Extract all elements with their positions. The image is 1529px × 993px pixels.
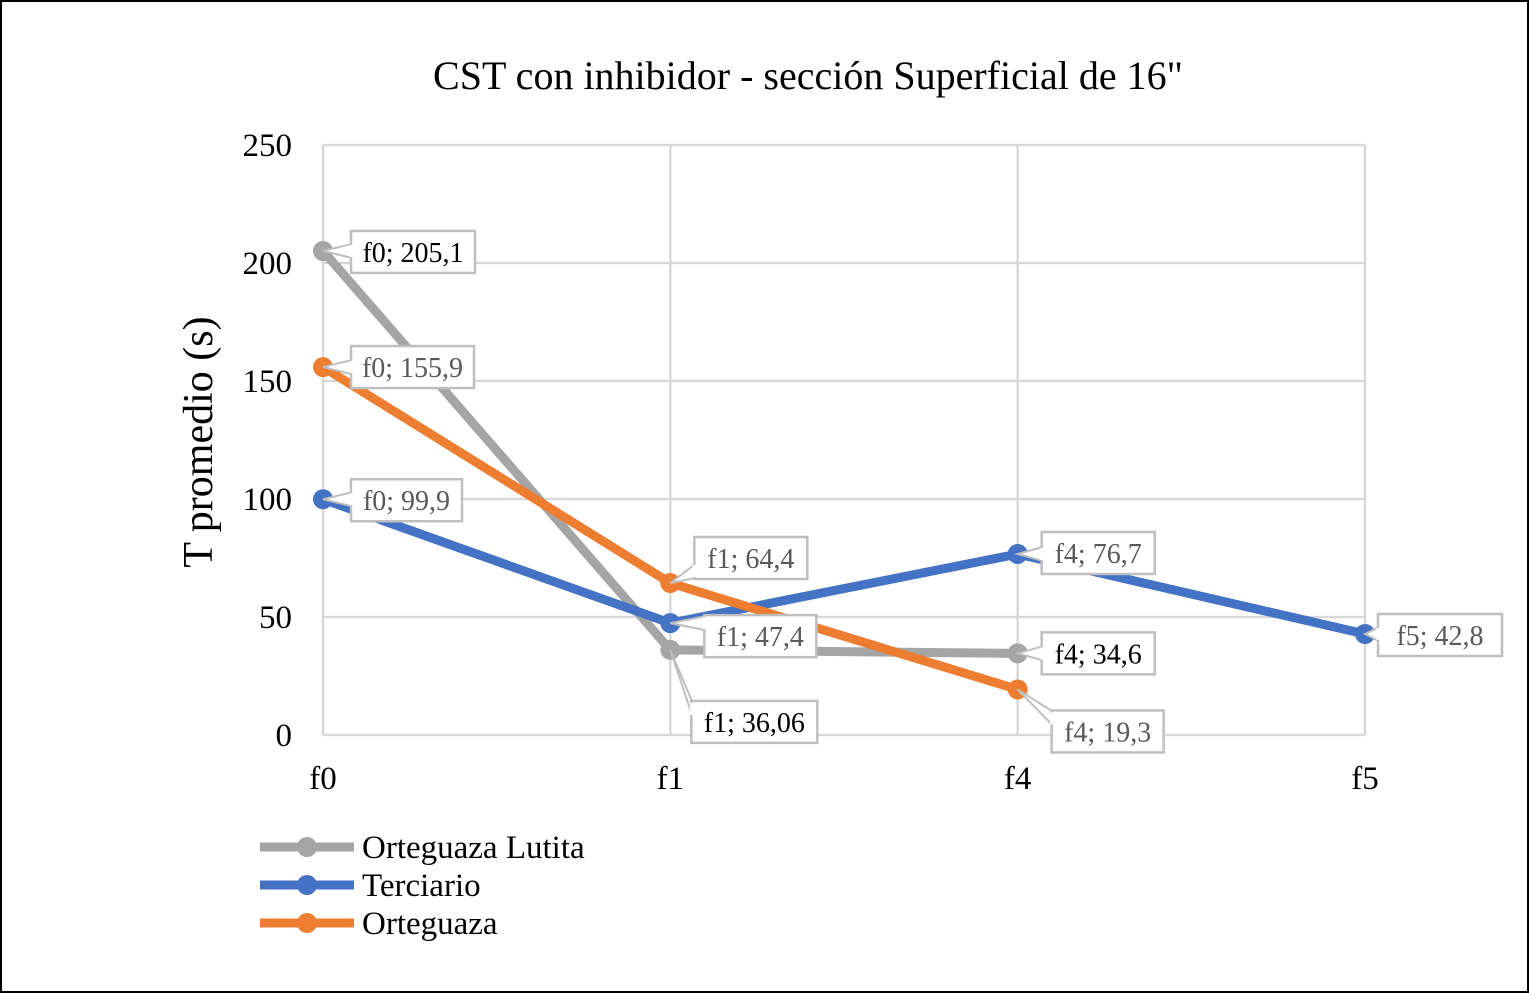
data-label: f5; 42,8 [1396, 621, 1483, 652]
x-tick-label: f1 [657, 761, 685, 797]
y-tick-label: 200 [243, 246, 293, 282]
data-label: f1; 47,4 [717, 622, 804, 653]
chart-title: CST con inhibidor - sección Superficial … [433, 53, 1183, 98]
data-label: f0; 99,9 [363, 486, 450, 517]
y-axis-label: T promedio (s) [176, 316, 222, 567]
callout-pointer [669, 561, 697, 584]
data-label-box [349, 344, 476, 390]
data-label: f0; 205,1 [362, 238, 463, 269]
legend-label: Orteguaza [362, 906, 498, 942]
data-label: f1; 36,06 [704, 708, 805, 739]
data-label: f4; 19,3 [1064, 717, 1151, 748]
y-tick-label: 150 [243, 364, 293, 400]
data-label: f4; 76,7 [1055, 539, 1142, 570]
y-tick-label: 250 [243, 128, 293, 164]
legend-label: Terciario [362, 868, 481, 904]
callout-pointer [669, 649, 694, 717]
legend-marker [297, 913, 317, 933]
data-label: f0; 155,9 [362, 353, 463, 384]
y-tick-label: 100 [243, 482, 293, 518]
x-tick-label: f5 [1351, 761, 1379, 797]
legend-marker [297, 837, 317, 857]
data-label-box [703, 613, 818, 659]
data-label-box [690, 699, 819, 745]
data-label-box [1040, 631, 1156, 676]
data-label-box [1050, 709, 1165, 754]
legend-marker [297, 875, 317, 895]
legend-label: Orteguaza Lutita [362, 830, 585, 866]
x-tick-label: f4 [1004, 761, 1032, 797]
y-tick-label: 50 [259, 600, 292, 636]
data-label-box [1376, 612, 1504, 658]
series-line [321, 494, 1367, 639]
y-tick-label: 0 [276, 718, 293, 754]
callout-pointer [1016, 688, 1054, 728]
data-label: f1; 64,4 [707, 544, 794, 575]
data-label-box [349, 229, 477, 275]
x-tick-label: f0 [309, 761, 337, 797]
data-label-box [693, 535, 809, 581]
data-label: f4; 34,6 [1055, 639, 1142, 670]
data-label-box [1040, 530, 1156, 576]
